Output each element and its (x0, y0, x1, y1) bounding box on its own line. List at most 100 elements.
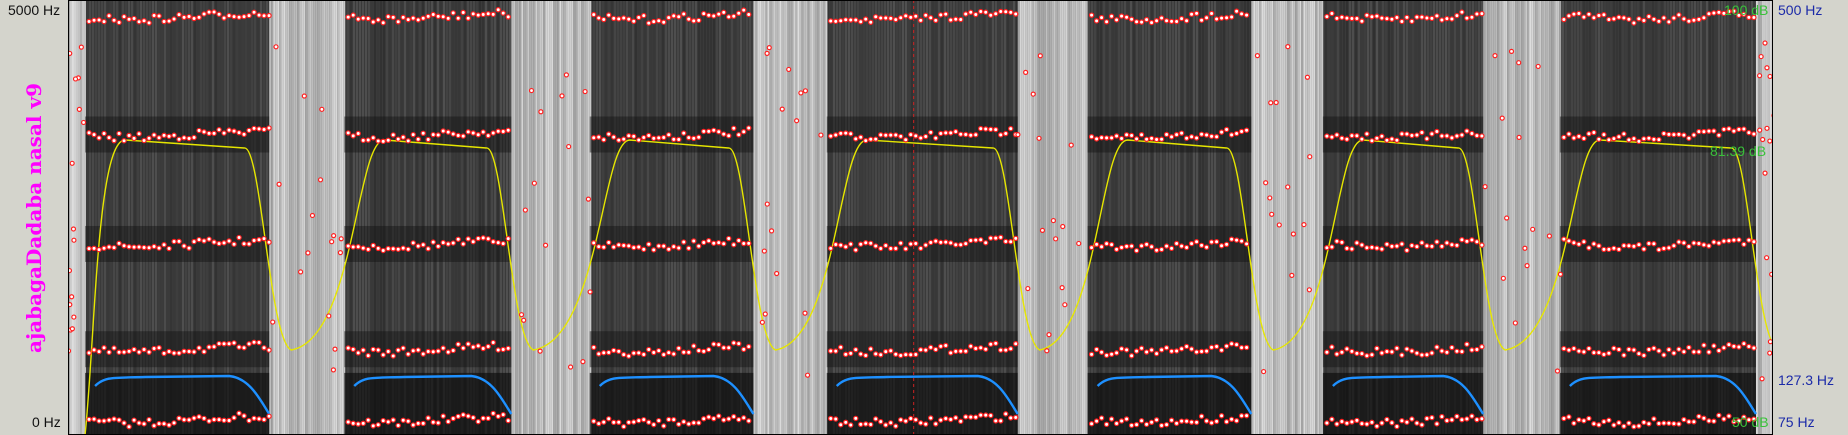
formant-dot (1354, 15, 1360, 22)
formant-dot (1731, 237, 1737, 243)
texture-column (974, 0, 976, 435)
fricative-band (517, 0, 520, 435)
formant-dot (1148, 347, 1155, 353)
spectrogram-view[interactable] (68, 0, 1773, 435)
fricative-band (1035, 0, 1038, 435)
texture-column (251, 0, 253, 435)
formant-dot (1379, 15, 1385, 21)
texture-column (617, 0, 619, 435)
pitch-contour (1569, 374, 1757, 415)
texture-column (1160, 0, 1162, 435)
formant-energy-band (85, 225, 270, 262)
texture-column (383, 0, 385, 435)
formant-dot (1479, 10, 1485, 17)
formant-dot (500, 346, 506, 353)
formant-dot (490, 410, 496, 417)
texture-column (1613, 0, 1615, 435)
formant-dot (1636, 241, 1642, 248)
texture-column (647, 0, 649, 435)
texture-column (725, 0, 727, 435)
texture-column (632, 0, 634, 435)
texture-column (1181, 0, 1183, 435)
formant-dot (868, 19, 874, 25)
formant-dot (415, 17, 421, 23)
formant-dot (701, 416, 707, 422)
fricative-band (1021, 0, 1024, 435)
formant-dot (998, 418, 1004, 424)
formant-dot (606, 349, 612, 356)
formant-dot (878, 15, 884, 21)
formant-dot (485, 343, 491, 350)
formant-dot (1474, 132, 1480, 139)
fricative-band (1275, 0, 1278, 435)
formant-dot (1098, 134, 1105, 141)
formant-dot (1098, 349, 1105, 355)
formant-dot (1596, 349, 1602, 356)
formant-dot (843, 17, 849, 23)
fricative-band (323, 0, 326, 435)
formant-dot (161, 421, 167, 427)
texture-column (1364, 0, 1366, 435)
fricative-band (573, 0, 576, 435)
formant-dot (211, 344, 217, 350)
formant-dot (1304, 74, 1311, 80)
texture-column (692, 0, 694, 435)
formant-dot (1434, 344, 1440, 350)
fricative-band (565, 0, 568, 435)
texture-column (200, 0, 202, 435)
formant-dot (691, 420, 697, 426)
formant-dot (696, 134, 702, 140)
formant-dot (331, 233, 337, 239)
formant-dot (1163, 243, 1170, 249)
formant-dot (455, 413, 461, 420)
formant-dot (1143, 136, 1150, 142)
formant-dot (1721, 126, 1727, 133)
fricative-band (1291, 0, 1294, 435)
fricative-band (823, 0, 826, 435)
texture-column (476, 0, 478, 435)
formant-dot (71, 314, 77, 320)
formant-dot (395, 422, 401, 429)
texture-column (359, 0, 361, 435)
formant-dot (196, 345, 202, 351)
formant-dot (410, 348, 416, 354)
formant-dot (370, 346, 376, 353)
formant-dot (1213, 418, 1220, 425)
formant-dot (1419, 352, 1425, 358)
texture-column (671, 0, 673, 435)
texture-column (1418, 0, 1420, 435)
fricative-band (1499, 0, 1502, 435)
formant-dot (216, 11, 222, 17)
formant-dot (1701, 14, 1707, 21)
formant-dot (1611, 245, 1617, 252)
formant-dot (983, 126, 989, 132)
formant-dot (1384, 348, 1390, 355)
formant-dot (726, 14, 732, 20)
formant-dot (721, 9, 727, 16)
formant-dot (706, 238, 712, 244)
formant-dot (868, 240, 874, 246)
formant-dot (1666, 131, 1672, 138)
texture-column (1106, 0, 1108, 435)
formant-dot (1339, 239, 1345, 246)
fricative-band (1083, 0, 1086, 435)
fricative-band (771, 0, 774, 435)
fricative-band (777, 0, 780, 435)
formant-dot (1449, 135, 1455, 141)
formant-dot (736, 132, 742, 138)
formant-dot (1163, 345, 1170, 351)
formant-dot (1576, 133, 1582, 140)
formant-dot (69, 160, 75, 166)
formant-dot (1576, 348, 1582, 354)
texture-column (437, 0, 439, 435)
texture-column (485, 0, 487, 435)
formant-dot (1746, 14, 1752, 21)
fricative-band (1557, 0, 1560, 435)
formant-dot (1711, 343, 1717, 349)
formant-dot (1183, 135, 1190, 141)
texture-column (1400, 0, 1402, 435)
formant-dot (1359, 242, 1365, 248)
formant-dot (726, 133, 732, 139)
formant-dot (559, 93, 565, 99)
formant-dot (1464, 15, 1470, 21)
